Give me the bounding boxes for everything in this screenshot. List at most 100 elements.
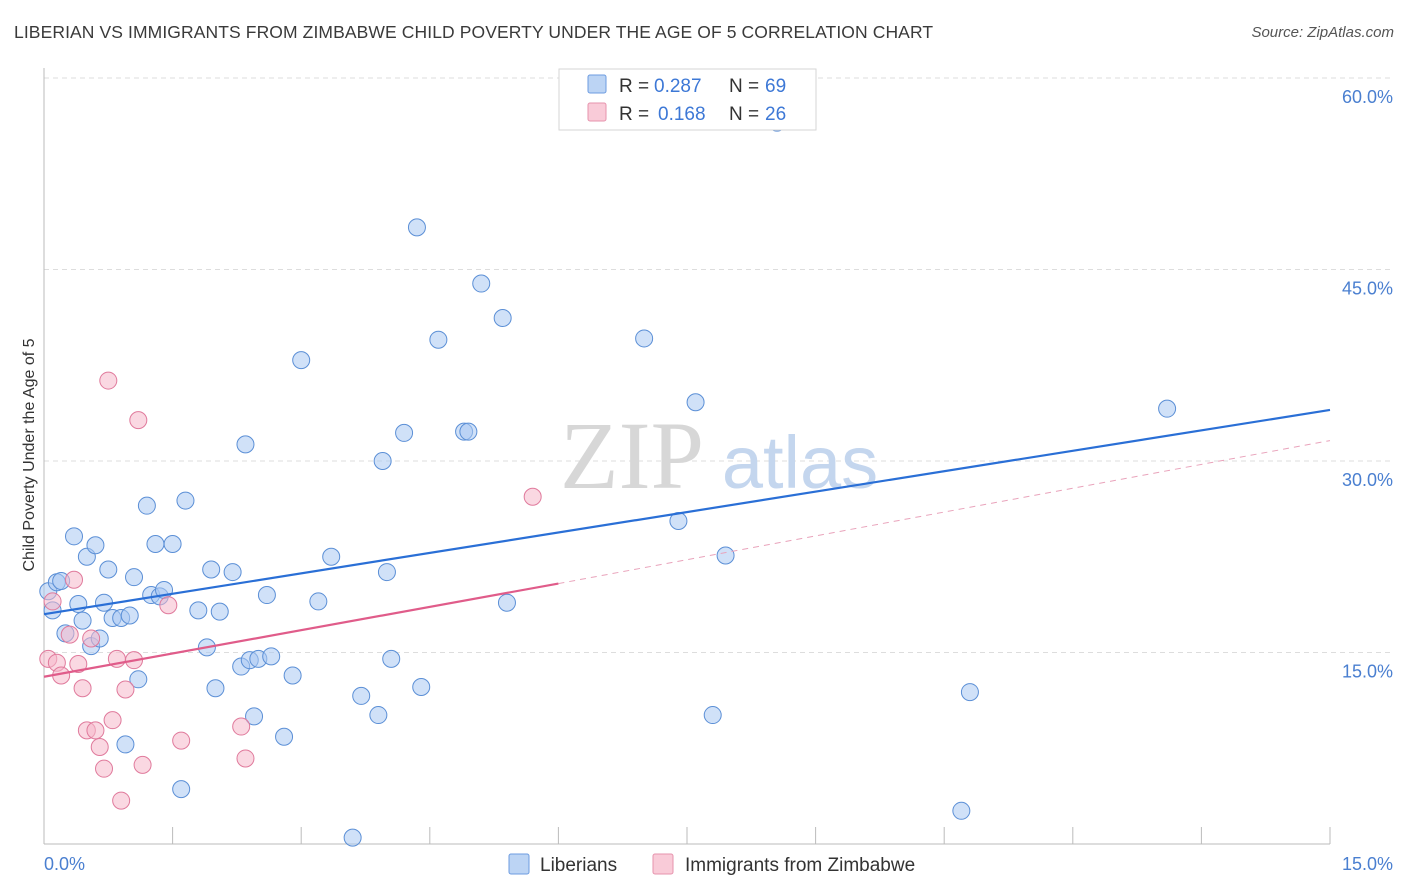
y-tick-label-3: 60.0% bbox=[1342, 87, 1393, 107]
trend-line-zimbabwe-extension bbox=[558, 440, 1331, 585]
zimbabwe-point-21 bbox=[159, 596, 178, 615]
liberians-point-10 bbox=[86, 536, 105, 555]
y-tick-labels: 15.0% 30.0% 45.0% 60.0% bbox=[1342, 87, 1393, 682]
legend-r-value-2: 0.168 bbox=[658, 104, 706, 125]
liberians-point-30 bbox=[202, 560, 221, 579]
watermark-zip: ZIP bbox=[560, 402, 704, 509]
liberians-point-32 bbox=[210, 602, 229, 621]
zimbabwe-point-5 bbox=[65, 570, 84, 589]
y-tick-label-1: 30.0% bbox=[1342, 470, 1393, 490]
zimbabwe-point-24 bbox=[236, 749, 255, 768]
liberians-point-13 bbox=[99, 560, 118, 579]
liberians-point-54 bbox=[412, 677, 431, 696]
watermark-atlas: atlas bbox=[722, 421, 878, 504]
zimbabwe-point-1 bbox=[43, 592, 62, 611]
liberians-point-39 bbox=[257, 586, 276, 605]
legend-swatch-zimbabwe bbox=[587, 102, 607, 122]
bottom-legend-zimbabwe: Immigrants from Zimbabwe bbox=[685, 855, 915, 876]
liberians-point-59 bbox=[493, 309, 512, 328]
liberians-point-64 bbox=[703, 706, 722, 725]
zimbabwe-point-17 bbox=[116, 680, 135, 699]
liberians-point-25 bbox=[163, 534, 182, 553]
liberians-point-43 bbox=[292, 351, 311, 370]
trend-line-zimbabwe bbox=[43, 582, 559, 678]
liberians-point-31 bbox=[206, 679, 225, 698]
bottom-legend-swatch-zimbabwe bbox=[652, 853, 674, 875]
series-liberians bbox=[39, 113, 1177, 847]
legend-box: R = 0.287 N = 69 R = 0.168 N = 26 bbox=[558, 68, 817, 131]
x-tick-label-min: 0.0% bbox=[44, 854, 85, 874]
liberians-point-37 bbox=[245, 707, 264, 726]
legend-r-label-2: R = bbox=[619, 104, 649, 125]
liberians-point-50 bbox=[377, 563, 396, 582]
grid-lines bbox=[44, 77, 1393, 653]
trend-line-liberians bbox=[43, 408, 1331, 616]
liberians-point-53 bbox=[407, 218, 426, 237]
legend-n-value-1: 69 bbox=[765, 76, 786, 97]
bottom-legend: Liberians Immigrants from Zimbabwe bbox=[508, 853, 915, 876]
zimbabwe-point-12 bbox=[95, 759, 114, 778]
liberians-point-42 bbox=[283, 666, 302, 685]
liberians-point-60 bbox=[497, 593, 516, 612]
liberians-point-5 bbox=[65, 527, 84, 546]
liberians-point-63 bbox=[686, 393, 705, 412]
liberians-point-61 bbox=[635, 329, 654, 348]
liberians-point-58 bbox=[472, 274, 491, 293]
liberians-point-20 bbox=[137, 496, 156, 515]
zimbabwe-point-6 bbox=[69, 654, 88, 673]
y-tick-label-0: 15.0% bbox=[1342, 662, 1393, 682]
bottom-legend-swatch-liberians bbox=[508, 853, 530, 875]
zimbabwe-point-22 bbox=[172, 731, 191, 750]
zimbabwe-point-19 bbox=[129, 411, 148, 430]
zimbabwe-point-4 bbox=[60, 625, 79, 644]
liberians-point-41 bbox=[275, 727, 294, 746]
y-axis-label: Child Poverty Under the Age of 5 bbox=[21, 338, 38, 571]
zimbabwe-point-23 bbox=[232, 717, 251, 736]
liberians-point-51 bbox=[382, 649, 401, 668]
axes bbox=[43, 68, 1331, 845]
legend-n-label-2: N = bbox=[729, 104, 759, 125]
legend-swatch-liberians bbox=[587, 74, 607, 94]
legend-r-value-1: 0.287 bbox=[654, 76, 702, 97]
liberians-point-17 bbox=[120, 606, 139, 625]
liberians-point-65 bbox=[716, 546, 735, 565]
liberians-point-46 bbox=[343, 828, 362, 847]
liberians-point-40 bbox=[262, 647, 281, 666]
legend-r-label-1: R = bbox=[619, 76, 649, 97]
liberians-point-45 bbox=[322, 547, 341, 566]
zimbabwe-point-11 bbox=[90, 737, 109, 756]
liberians-point-33 bbox=[223, 563, 242, 582]
zimbabwe-point-25 bbox=[523, 487, 542, 506]
liberians-point-69 bbox=[1158, 399, 1177, 418]
liberians-point-57 bbox=[459, 422, 478, 441]
trend-lines bbox=[43, 408, 1331, 678]
zimbabwe-point-16 bbox=[112, 791, 131, 810]
liberians-point-68 bbox=[952, 801, 971, 820]
bottom-legend-liberians: Liberians bbox=[540, 855, 617, 876]
zimbabwe-point-10 bbox=[86, 721, 105, 740]
liberians-point-27 bbox=[176, 491, 195, 510]
zimbabwe-point-13 bbox=[99, 371, 118, 390]
zimbabwe-point-14 bbox=[103, 711, 122, 730]
liberians-point-67 bbox=[960, 683, 979, 702]
liberians-point-44 bbox=[309, 592, 328, 611]
liberians-point-22 bbox=[146, 534, 165, 553]
liberians-point-28 bbox=[189, 601, 208, 620]
liberians-point-35 bbox=[236, 435, 255, 454]
liberians-point-47 bbox=[352, 686, 371, 705]
liberians-point-48 bbox=[369, 706, 388, 725]
x-tick-label-max: 15.0% bbox=[1342, 854, 1393, 874]
chart-title: LIBERIAN VS IMMIGRANTS FROM ZIMBABWE CHI… bbox=[14, 22, 934, 42]
liberians-point-52 bbox=[395, 423, 414, 442]
zimbabwe-point-9 bbox=[82, 629, 101, 648]
liberians-point-16 bbox=[116, 735, 135, 754]
y-tick-label-2: 45.0% bbox=[1342, 279, 1393, 299]
source-label: Source: ZipAtlas.com bbox=[1251, 24, 1394, 41]
liberians-point-19 bbox=[129, 670, 148, 689]
liberians-point-18 bbox=[125, 568, 144, 587]
liberians-point-26 bbox=[172, 780, 191, 799]
liberians-point-49 bbox=[373, 452, 392, 470]
liberians-point-7 bbox=[73, 611, 92, 630]
liberians-point-55 bbox=[429, 330, 448, 349]
